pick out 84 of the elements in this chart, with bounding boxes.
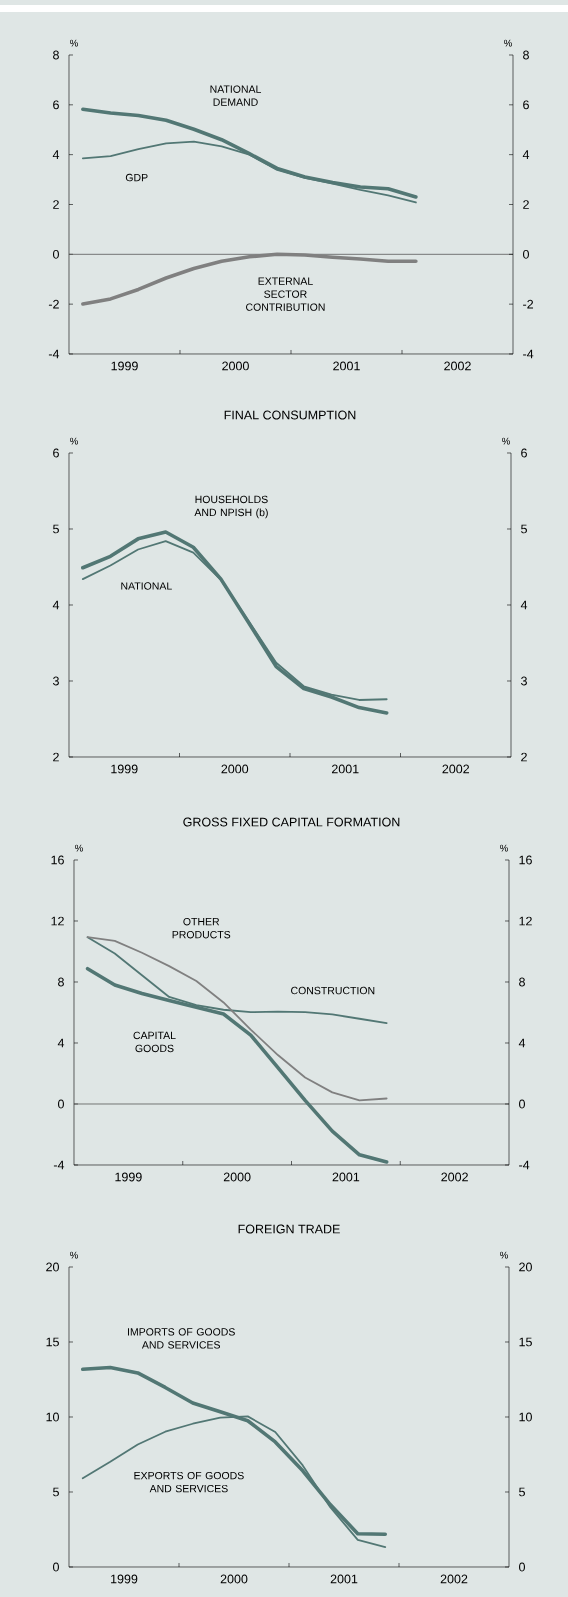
x-tick-label: 2001 xyxy=(333,361,360,371)
series-label: GDP xyxy=(125,173,148,182)
y2-tick-label: 10 xyxy=(519,1412,532,1422)
y-tick-label: 0 xyxy=(53,1562,59,1572)
x-tick-label: 1999 xyxy=(115,1172,142,1182)
x-tick-label: 2002 xyxy=(442,764,470,774)
y2-axis-title: % xyxy=(500,844,508,852)
y2-tick-label: 6 xyxy=(523,100,529,110)
y-tick-label: 20 xyxy=(46,1262,59,1272)
y2-tick-label: 0 xyxy=(519,1099,525,1109)
y2-tick-label: 12 xyxy=(519,916,532,926)
y-tick-label: 15 xyxy=(46,1337,59,1347)
series-label: CONSTRUCTION xyxy=(291,986,375,995)
y2-tick-label: 5 xyxy=(521,524,527,534)
y-axis-title: % xyxy=(70,437,78,445)
x-tick-label: 2002 xyxy=(444,361,471,371)
y2-tick-label: -4 xyxy=(523,349,534,359)
y-tick-label: 6 xyxy=(53,448,59,458)
y-axis-title: % xyxy=(70,39,78,47)
y2-tick-label: 4 xyxy=(522,150,530,159)
y-tick-label: 4 xyxy=(52,150,60,159)
y-tick-label: 4 xyxy=(57,1038,65,1048)
x-tick-label: 2000 xyxy=(220,1574,248,1584)
y-tick-label: 6 xyxy=(53,100,59,110)
y-tick-label: -4 xyxy=(53,1160,65,1170)
y2-axis-title: % xyxy=(504,39,512,47)
text: IMPORTS OF GOODS AND SERVICES xyxy=(128,1328,235,1349)
x-tick-label: 2000 xyxy=(223,1172,251,1182)
y-tick-label: 4 xyxy=(52,600,60,610)
chart-title: FINAL CONSUMPTION xyxy=(224,410,356,420)
text: CAPITAL GOODS xyxy=(133,1031,176,1053)
y2-tick-label: 16 xyxy=(519,855,532,865)
x-tick-label: 2001 xyxy=(332,1172,360,1182)
y-tick-label: 2 xyxy=(53,752,59,762)
y-tick-label: 10 xyxy=(46,1412,59,1422)
y2-tick-label: -4 xyxy=(519,1160,530,1170)
y2-axis-title: % xyxy=(500,1251,508,1259)
text: OTHER PRODUCTS xyxy=(172,917,231,939)
y-tick-label: -2 xyxy=(48,299,59,309)
y2-tick-label: 0 xyxy=(519,1562,525,1572)
y-tick-label: 3 xyxy=(52,676,59,686)
chart-title: GROSS FIXED CAPITAL FORMATION xyxy=(183,817,400,827)
y-tick-label: 5 xyxy=(53,524,59,534)
y-tick-label: 0 xyxy=(58,1099,64,1109)
y2-tick-label: 0 xyxy=(523,249,529,259)
y-tick-label: 5 xyxy=(53,1487,59,1497)
y-tick-label: 2 xyxy=(53,200,59,209)
text: HOUSEHOLDS AND NPISH (b) xyxy=(194,495,268,519)
y2-tick-label: 2 xyxy=(523,200,529,209)
x-tick-label: 2000 xyxy=(222,361,249,371)
y2-tick-label: 3 xyxy=(521,676,527,686)
chart-title: FOREIGN TRADE xyxy=(238,1224,340,1234)
y-tick-label: 8 xyxy=(53,50,59,60)
y-tick-label: -4 xyxy=(48,349,60,359)
x-tick-label: 1999 xyxy=(111,764,138,774)
x-tick-label: 2001 xyxy=(331,764,359,774)
y2-tick-label: 4 xyxy=(520,600,528,610)
y2-tick-label: 5 xyxy=(519,1487,525,1497)
y2-tick-label: 8 xyxy=(519,977,525,987)
line-series xyxy=(81,107,418,199)
y-tick-label: 16 xyxy=(51,855,64,865)
y-tick-label: 0 xyxy=(53,249,59,259)
series-label: EXTERNAL SECTOR CONTRIBUTION xyxy=(246,277,325,311)
x-tick-label: 2000 xyxy=(221,764,249,774)
y-tick-label: 12 xyxy=(51,916,64,926)
y-tick-label: 8 xyxy=(58,977,64,987)
y-axis-title: % xyxy=(75,844,83,852)
x-tick-label: 1999 xyxy=(111,1574,138,1584)
y2-tick-label: 20 xyxy=(519,1262,532,1272)
y2-tick-label: 4 xyxy=(518,1038,526,1048)
x-tick-label: 2001 xyxy=(330,1574,358,1584)
y-axis-title: % xyxy=(70,1251,78,1259)
text: NATIONAL DEMAND xyxy=(210,85,262,106)
y2-tick-label: 15 xyxy=(519,1337,532,1347)
y2-tick-label: 6 xyxy=(521,448,527,458)
series-label: NATIONAL xyxy=(121,582,172,590)
y2-tick-label: 2 xyxy=(521,752,527,762)
x-tick-label: 1999 xyxy=(111,361,138,371)
y2-tick-label: -2 xyxy=(523,299,534,309)
x-tick-label: 2002 xyxy=(440,1574,468,1584)
text: EXPORTS OF GOODS AND SERVICES xyxy=(134,1471,244,1493)
y2-axis-title: % xyxy=(502,437,510,445)
y2-tick-label: 8 xyxy=(523,50,529,60)
x-tick-label: 2002 xyxy=(441,1172,468,1182)
